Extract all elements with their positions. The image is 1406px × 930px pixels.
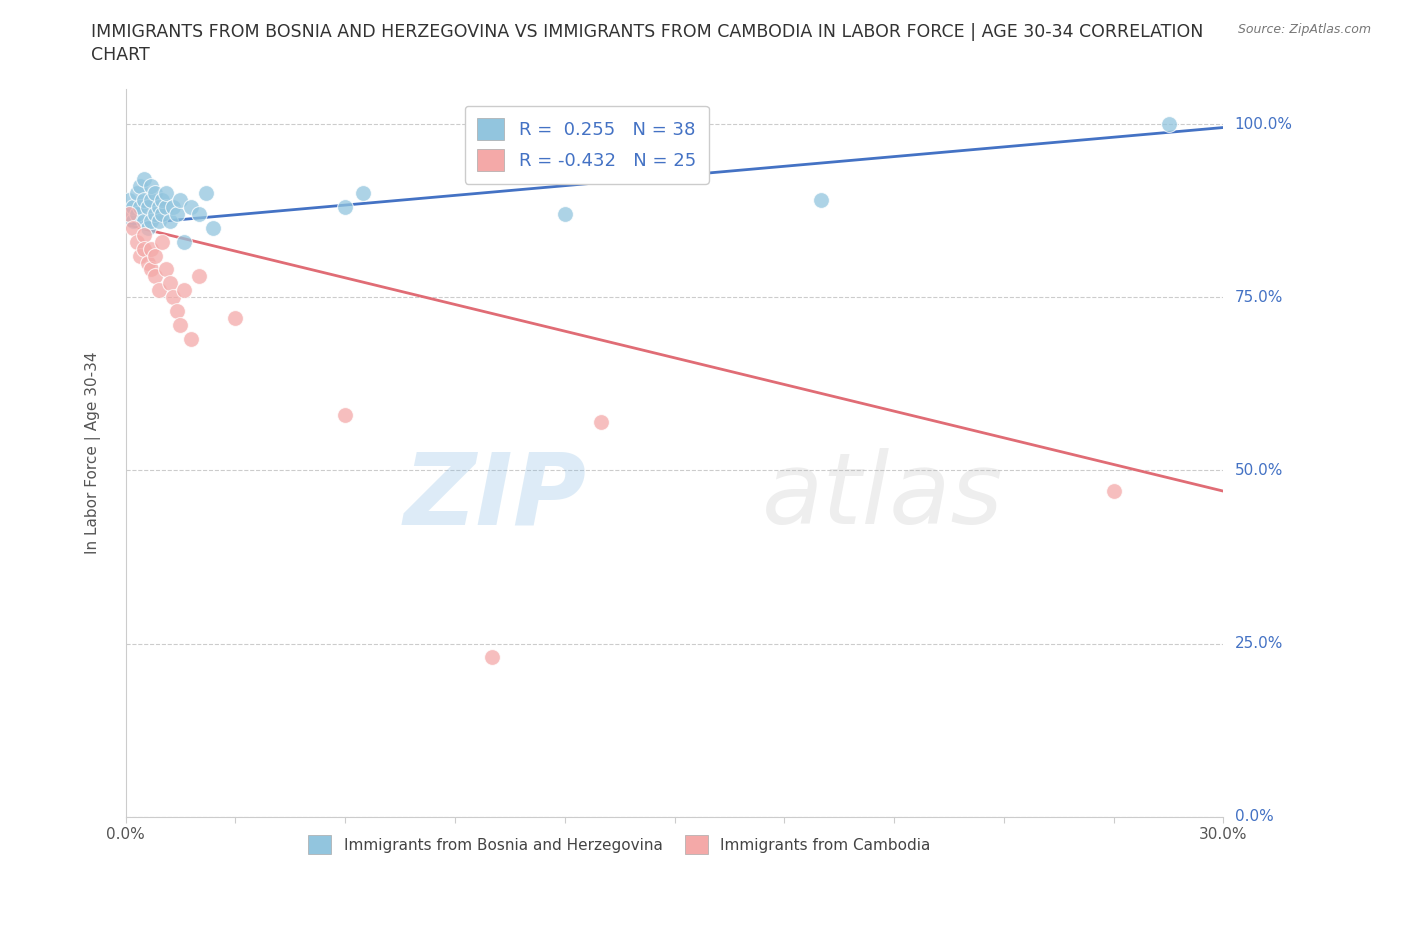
Point	[132, 172, 155, 187]
Point	[155, 262, 177, 277]
Point	[143, 186, 166, 201]
Point	[143, 206, 166, 221]
Point	[166, 303, 188, 318]
Point	[481, 650, 503, 665]
Point	[169, 193, 191, 207]
Legend: Immigrants from Bosnia and Herzegovina, Immigrants from Cambodia: Immigrants from Bosnia and Herzegovina, …	[302, 830, 936, 860]
Point	[159, 276, 181, 291]
Point	[187, 206, 209, 221]
Text: 0.0%: 0.0%	[1234, 809, 1274, 824]
Text: atlas: atlas	[762, 448, 1004, 545]
Point	[122, 214, 145, 229]
Point	[166, 206, 188, 221]
Point	[180, 331, 202, 346]
Point	[148, 214, 170, 229]
Point	[155, 200, 177, 215]
Point	[136, 255, 159, 270]
Point	[118, 206, 141, 221]
Point	[1102, 484, 1125, 498]
Point	[202, 220, 225, 235]
Text: 100.0%: 100.0%	[1234, 116, 1292, 131]
Point	[129, 248, 152, 263]
Text: 25.0%: 25.0%	[1234, 636, 1282, 651]
Point	[1157, 116, 1180, 131]
Point	[122, 220, 145, 235]
Point	[591, 415, 613, 430]
Point	[173, 283, 195, 298]
Point	[150, 234, 173, 249]
Point	[143, 248, 166, 263]
Point	[132, 241, 155, 256]
Point	[353, 186, 375, 201]
Point	[335, 200, 357, 215]
Point	[173, 234, 195, 249]
Point	[180, 200, 202, 215]
Text: IMMIGRANTS FROM BOSNIA AND HERZEGOVINA VS IMMIGRANTS FROM CAMBODIA IN LABOR FORC: IMMIGRANTS FROM BOSNIA AND HERZEGOVINA V…	[91, 23, 1204, 41]
Point	[195, 186, 218, 201]
Point	[141, 241, 163, 256]
Point	[141, 214, 163, 229]
Point	[148, 200, 170, 215]
Y-axis label: In Labor Force | Age 30-34: In Labor Force | Age 30-34	[86, 352, 101, 554]
Point	[810, 193, 832, 207]
Point	[162, 290, 184, 305]
Point	[187, 269, 209, 284]
Point	[141, 193, 163, 207]
Point	[159, 214, 181, 229]
Point	[125, 206, 148, 221]
Text: CHART: CHART	[91, 46, 150, 63]
Point	[224, 311, 246, 325]
Point	[132, 228, 155, 243]
Point	[132, 214, 155, 229]
Point	[122, 200, 145, 215]
Point	[136, 220, 159, 235]
Point	[125, 186, 148, 201]
Point	[143, 269, 166, 284]
Text: Source: ZipAtlas.com: Source: ZipAtlas.com	[1237, 23, 1371, 36]
Text: ZIP: ZIP	[404, 448, 586, 545]
Point	[335, 407, 357, 422]
Text: 75.0%: 75.0%	[1234, 290, 1282, 305]
Point	[141, 262, 163, 277]
Point	[155, 186, 177, 201]
Point	[129, 179, 152, 193]
Point	[169, 317, 191, 332]
Point	[136, 200, 159, 215]
Point	[148, 283, 170, 298]
Point	[141, 179, 163, 193]
Text: 50.0%: 50.0%	[1234, 463, 1282, 478]
Point	[125, 234, 148, 249]
Point	[118, 193, 141, 207]
Point	[150, 193, 173, 207]
Point	[129, 200, 152, 215]
Point	[132, 193, 155, 207]
Point	[118, 206, 141, 221]
Point	[162, 200, 184, 215]
Point	[150, 206, 173, 221]
Point	[554, 206, 576, 221]
